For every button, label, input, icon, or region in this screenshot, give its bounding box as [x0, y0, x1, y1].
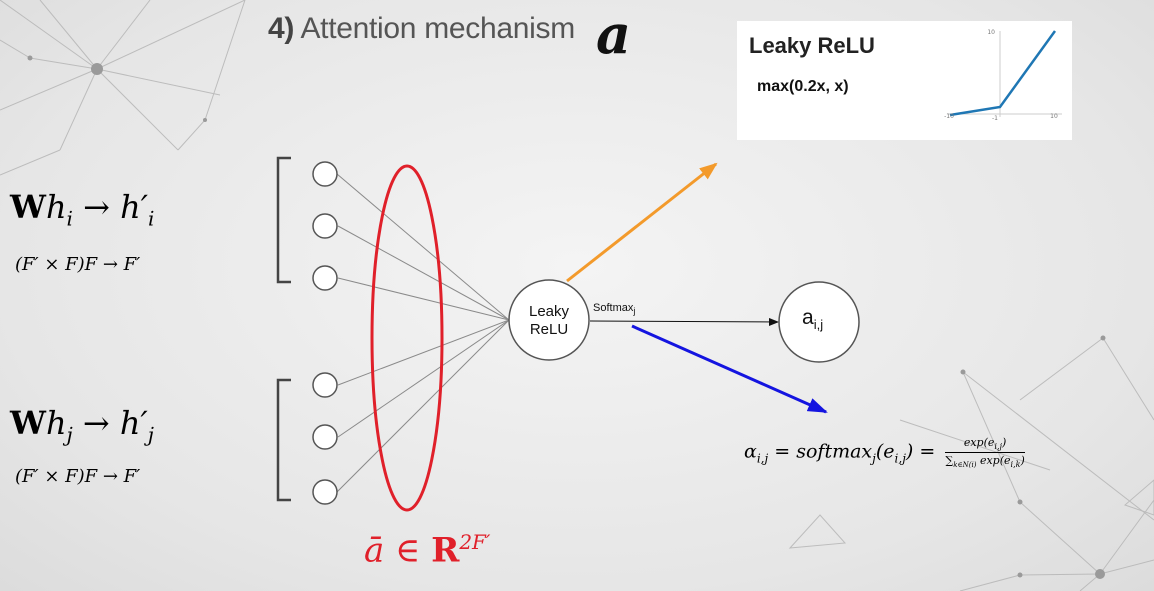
leaky-relu-inset: Leaky ReLU max(0.2x, x) 10 -10 -1 10	[737, 21, 1072, 140]
equation-wj: Whj → h′j	[10, 404, 154, 447]
alpha-equation: αi,j = softmaxj(ei,j) = exp(ei,j) ∑k∈N(i)…	[744, 436, 1025, 470]
leaky-relu-label-1: Leaky	[529, 303, 570, 320]
tick-x-left: -10	[944, 113, 954, 120]
aij-label: ai,j	[802, 306, 824, 333]
input-node-hj-2	[312, 424, 338, 450]
dims-wj: (F′ × F)F → F′	[15, 466, 141, 487]
slide-title: 4) Attention mechanism	[268, 12, 575, 45]
inset-formula: max(0.2x, x)	[757, 78, 849, 95]
leaky-relu-plot: 10 -10 -1 10	[944, 29, 1062, 122]
input-node-hi-2	[312, 213, 338, 239]
inset-title: Leaky ReLU	[749, 33, 875, 58]
orange-arrow	[566, 162, 718, 283]
softmax-arrow	[589, 317, 779, 326]
alpha-fraction: exp(ei,j) ∑k∈N(i) exp(ei,k)	[945, 436, 1025, 470]
leaky-relu-node	[508, 279, 590, 361]
input-node-hi-3	[312, 265, 338, 291]
input-node-hj-1	[312, 372, 338, 398]
dims-wi: (F′ × F)F → F′	[15, 254, 141, 275]
blue-arrow	[631, 324, 828, 414]
tick-x-right: 10	[1050, 113, 1058, 120]
input-connections	[336, 173, 510, 493]
leaky-relu-label-2: ReLU	[530, 321, 568, 338]
title-symbol-a: a	[596, 2, 631, 66]
aij-node	[778, 281, 860, 363]
leaky-relu-curve	[949, 30, 1057, 117]
bracket-bottom	[276, 378, 291, 502]
attention-vector-label: ā ∈ R2F′	[364, 530, 491, 571]
tick-x-mid: -1	[992, 115, 998, 122]
softmax-label: Softmaxj	[593, 302, 636, 317]
bracket-top	[276, 156, 291, 284]
attention-vector-ellipse	[370, 164, 444, 512]
tick-y-top: 10	[987, 29, 995, 36]
input-node-hj-3	[312, 479, 338, 505]
input-node-hi-1	[312, 161, 338, 187]
equation-wi: Whi → h′i	[10, 188, 155, 231]
